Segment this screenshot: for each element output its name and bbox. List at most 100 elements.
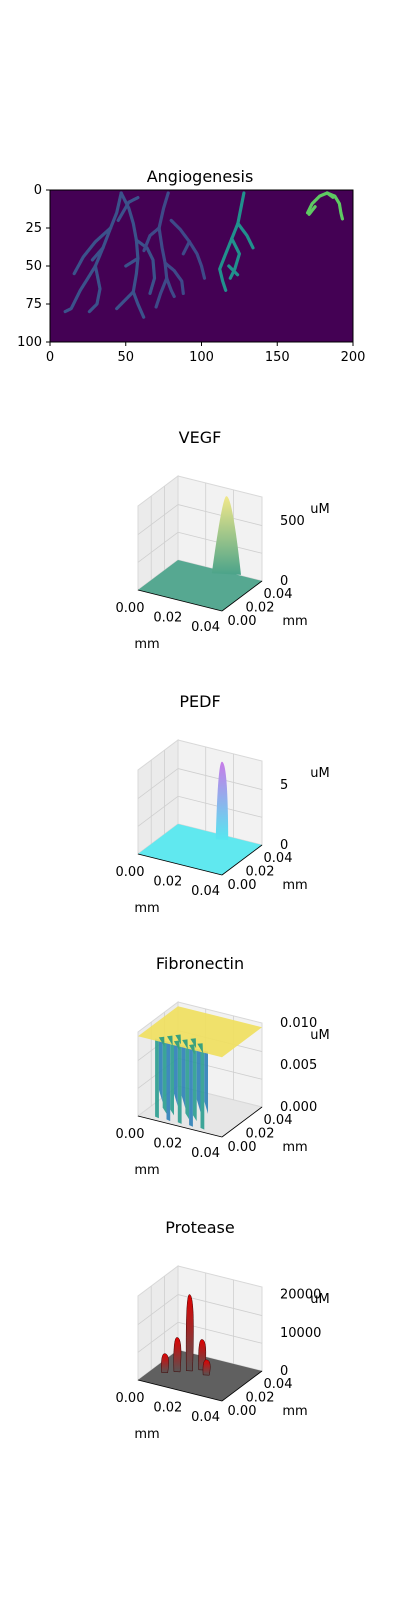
pedf-y-tick-label: 0.04 [264,851,293,866]
fibronectin-x-label: mm [134,1163,159,1178]
vegf-x-tick-label: 0.02 [153,610,182,625]
protease-x-tick-label: 0.04 [191,1410,220,1425]
fibronectin-wall [192,1047,197,1122]
vegf-z-tick-label: 0 [280,574,288,589]
pedf-x-tick-label: 0.04 [191,884,220,899]
protease-title: Protease [165,1218,234,1237]
protease-y-tick-label: 0.02 [246,1391,275,1406]
protease-peak [161,1353,169,1374]
grid-line [137,531,179,563]
x-tick-label: 200 [341,350,366,365]
fibronectin-wall [204,1050,208,1114]
pedf-z-tick-label: 0 [280,838,288,853]
y-tick-label: 25 [25,221,42,236]
fibronectin-ridge [189,1044,195,1055]
fibronectin-wall [158,1039,163,1103]
grid-line [137,1321,179,1353]
fibronectin-wall [189,1047,193,1127]
vessel-2-branch-3 [227,264,240,277]
vessel-0-branch-5 [124,256,140,268]
protease-base-surface [138,1350,262,1401]
pedf-y-label: mm [282,878,307,893]
protease-x-tick-label: 0.02 [153,1400,182,1415]
vegf-x-label: mm [134,637,159,652]
y-tick-label: 75 [25,297,42,312]
fibronectin-x-tick-label: 0.02 [153,1136,182,1151]
fibronectin-y-axis-line [221,1106,263,1138]
fibronectin-wall [185,1046,190,1120]
pedf-x-tick-label: 0.02 [153,874,182,889]
fibronectin-plateau [138,1006,262,1058]
pedf-peak [215,761,229,841]
fibronectin-ridge [182,1039,188,1050]
pedf-x-tick-label: 0.00 [116,865,145,880]
pedf-x-axis-line [137,853,223,876]
vegf-y-tick-label: 0.02 [246,601,275,616]
fibronectin-z-label: uM [310,1028,329,1043]
vessel-1-branch-4 [169,218,207,280]
fibronectin-ridge [175,1034,181,1045]
y-tick-label: 50 [25,259,42,274]
x-tick-label: 0 [46,350,54,365]
angiogenesis-x-axis: 0 50 100 150 200 [46,342,366,365]
pedf-base-surface [138,824,262,875]
protease-z-tick-label: 0 [280,1364,288,1379]
protease-surface [138,1294,262,1401]
fibronectin-z-tick-label: 0.005 [280,1058,317,1073]
fibronectin-y-tick-label: 0.00 [228,1140,257,1155]
protease-x-tick-label: 0.00 [116,1391,145,1406]
fibronectin-surface [138,1006,262,1130]
vessel-0-branch-6 [115,290,135,311]
grid-line [177,1294,263,1316]
vessel-1-branch-5 [181,240,191,256]
protease-x-axis-line [137,1379,223,1402]
fibronectin-wall [177,1044,182,1124]
pedf-x-label: mm [134,901,159,916]
fibronectin-ridge [190,1038,197,1049]
pedf-y-tick-label: 0.00 [228,878,257,893]
vessel-3-branch-2 [307,205,317,216]
vessel-2-branch-2 [228,237,241,280]
x-tick-label: 100 [189,350,214,365]
vegf-y-label: mm [282,614,307,629]
vessel-0-branch-7 [87,264,102,314]
fibronectin-y-label: mm [282,1140,307,1155]
fibronectin-x-tick-label: 0.04 [191,1146,220,1161]
pedf-z-label: uM [310,766,329,781]
pedf-surface [138,761,262,875]
protease-x-label: mm [134,1427,159,1442]
fibronectin-ridge [173,1040,180,1051]
fibronectin-ridge [158,1036,165,1047]
vessel-1-branch-2 [163,261,185,295]
protease-peak [173,1337,182,1373]
protease-z-tick-label: 20000 [280,1288,321,1303]
vessel-2-branch-0 [218,191,246,292]
fibronectin-wall [166,1041,171,1122]
angiogenesis-title: Angiogenesis [147,167,254,186]
vegf-peak [211,496,241,575]
fibronectin-x-tick-label: 0.00 [116,1127,145,1142]
vessel-0-branch-1 [72,226,113,276]
protease-y-tick-label: 0.00 [228,1404,257,1419]
vegf-y-axis-line [221,580,263,612]
vessel-1-branch-0 [154,191,170,309]
fibronectin-title: Fibronectin [156,954,244,973]
pedf-y-axis-line [221,844,263,876]
fibronectin-y-tick-label: 0.02 [246,1127,275,1142]
vegf-y-tick-label: 0.04 [264,587,293,602]
fibronectin-wall [200,1049,205,1130]
fibronectin-wall [174,1043,178,1107]
vessel-0-branch-2 [90,246,105,262]
fibronectin-wall [181,1045,186,1109]
protease-z-label: uM [310,1292,329,1307]
vessel-1-branch-1 [142,226,161,253]
protease-axes: 0.000.020.04 0.000.020.0401000020000mmmmu… [116,1288,330,1442]
grid-line [177,504,263,526]
vegf-z-tick-label: 500 [280,514,305,529]
vegf-z-label: uM [310,502,329,517]
vegf-y-tick-label: 0.00 [228,614,257,629]
protease-peak [185,1294,194,1372]
